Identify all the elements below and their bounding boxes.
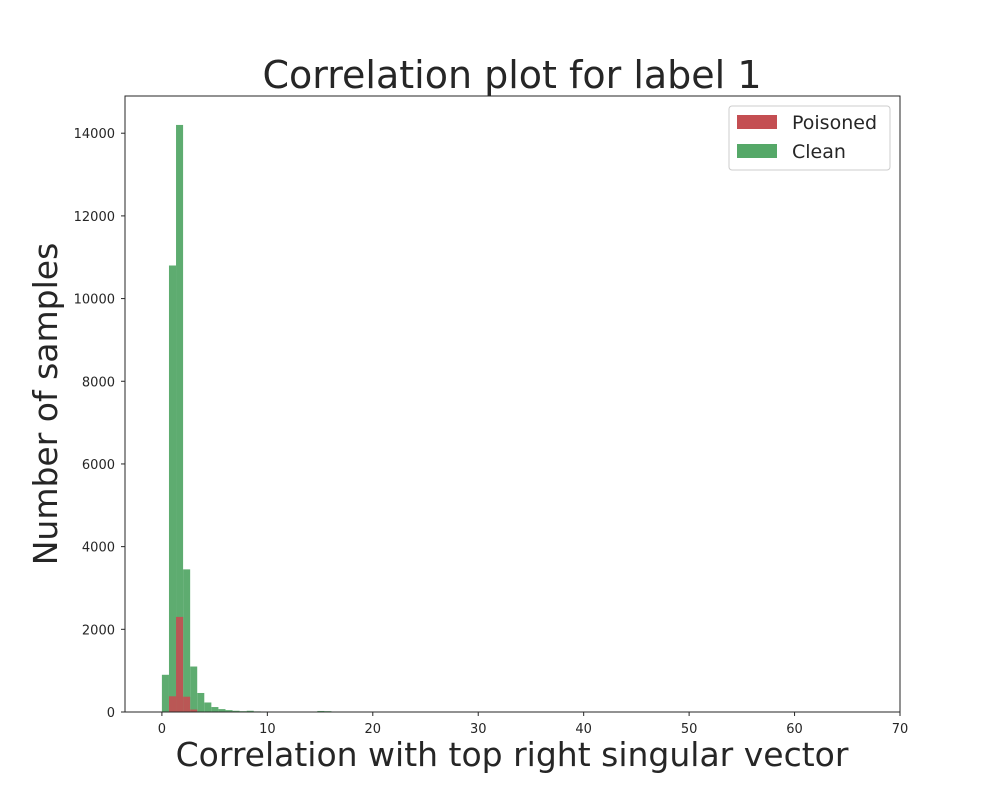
y-tick-label: 12000 bbox=[74, 210, 115, 225]
x-tick-label: 40 bbox=[575, 722, 592, 737]
poisoned-bar bbox=[176, 616, 184, 712]
x-axis-label: Correlation with top right singular vect… bbox=[176, 735, 849, 774]
plot-frame bbox=[124, 95, 901, 713]
y-tick-label: 10000 bbox=[74, 293, 115, 308]
clean-bar bbox=[197, 692, 205, 712]
y-tick-label: 6000 bbox=[82, 458, 115, 473]
legend-label-clean: Clean bbox=[792, 141, 846, 163]
clean-bar bbox=[176, 124, 184, 712]
clean-bar bbox=[168, 265, 177, 712]
legend: Poisoned Clean bbox=[728, 105, 891, 171]
y-tick-label: 4000 bbox=[82, 541, 115, 556]
x-tick-label: 0 bbox=[158, 722, 166, 737]
chart-title: Correlation plot for label 1 bbox=[262, 53, 761, 97]
clean-bar bbox=[218, 709, 226, 712]
poisoned-bar bbox=[168, 696, 177, 712]
clean-bar bbox=[190, 666, 198, 712]
clean-bar bbox=[183, 569, 191, 712]
x-tick-label: 60 bbox=[786, 722, 803, 737]
plot-area bbox=[161, 124, 332, 712]
poisoned-bar bbox=[190, 709, 198, 712]
legend-swatch-poisoned bbox=[737, 115, 777, 129]
y-tick-label: 0 bbox=[107, 706, 115, 721]
clean-bar bbox=[204, 702, 212, 712]
y-axis-label: Number of samples bbox=[26, 243, 65, 566]
x-tick-label: 10 bbox=[259, 722, 276, 737]
y-axis-ticks: 0 2000 4000 6000 8000 10000 12000 14000 bbox=[74, 127, 125, 721]
clean-bar bbox=[317, 710, 325, 712]
y-tick-label: 14000 bbox=[74, 127, 115, 142]
legend-swatch-clean bbox=[737, 144, 777, 158]
clean-bar bbox=[161, 674, 169, 712]
legend-label-poisoned: Poisoned bbox=[792, 112, 877, 134]
x-axis-ticks: 0 10 20 30 40 50 60 70 bbox=[158, 712, 909, 737]
poisoned-bar bbox=[183, 696, 191, 712]
clean-bar bbox=[232, 710, 240, 712]
y-tick-label: 2000 bbox=[82, 623, 115, 638]
x-tick-label: 30 bbox=[470, 722, 487, 737]
clean-bar bbox=[246, 710, 254, 712]
x-tick-label: 50 bbox=[681, 722, 698, 737]
clean-bar bbox=[211, 707, 219, 712]
y-tick-label: 8000 bbox=[82, 375, 115, 390]
x-tick-label: 20 bbox=[365, 722, 382, 737]
x-tick-label: 70 bbox=[892, 722, 909, 737]
clean-bar bbox=[225, 710, 233, 712]
